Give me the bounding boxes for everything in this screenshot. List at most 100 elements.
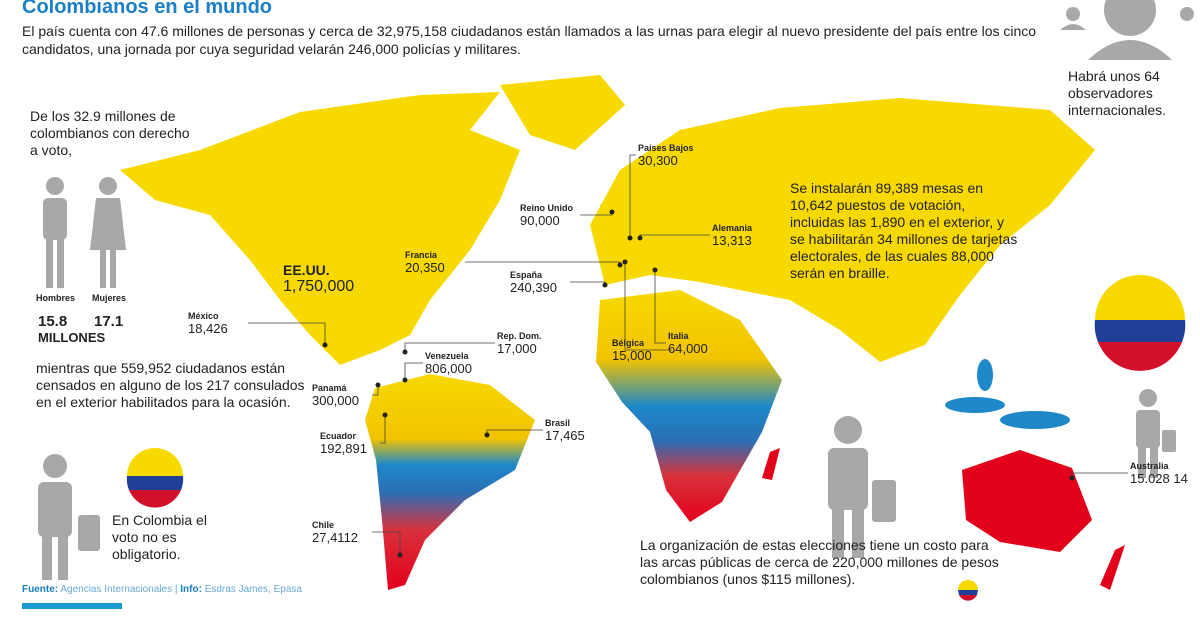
country-name: Italia: [668, 331, 689, 341]
country-name: España: [510, 270, 543, 280]
woman-icon: [90, 177, 126, 288]
location-dot: [622, 259, 628, 265]
info-text: Esdras James, Epasa: [204, 584, 302, 595]
colombia-flag: [1094, 275, 1186, 371]
women-label: Mujeres: [92, 293, 127, 303]
location-dot: [652, 267, 658, 273]
country-label: Alemania 13,313: [712, 223, 752, 248]
voters-intro: De los 32.9 millones de colombianos con …: [30, 108, 190, 158]
greenland: [500, 75, 625, 150]
indonesia: [1000, 411, 1070, 429]
country-voters: 192,891: [320, 441, 367, 456]
country-voters: 1,750,000: [283, 278, 355, 295]
leader-line: [404, 362, 423, 380]
country-label: Francia 20,350: [405, 250, 445, 275]
country-name: Brasil: [545, 418, 571, 428]
women-value: 17.1: [94, 313, 124, 330]
country-voters: 15,000: [612, 348, 652, 363]
info-label: Info:: [180, 584, 202, 595]
madagascar: [762, 448, 780, 480]
country-name: Países Bajos: [638, 143, 694, 153]
country-label: Reino Unido 90,000: [520, 203, 573, 228]
flags: [126, 275, 1186, 601]
philippines: [977, 359, 993, 391]
country-voters: 17,000: [497, 341, 537, 356]
location-dot: [609, 209, 615, 215]
polling-note: Se instalarán 89,389 mesas en 10,642 pue…: [790, 180, 1018, 281]
country-voters: 64,000: [668, 341, 708, 356]
africa: [596, 290, 782, 522]
eurasia: [590, 98, 1095, 362]
intro-text: El país cuenta con 47.6 millones de pers…: [22, 23, 1037, 57]
country-voters: 15.028 14: [1130, 471, 1188, 486]
mandatory-note: En Colombia el voto no es obligatorio.: [112, 512, 207, 562]
leader-line: [248, 322, 326, 345]
australia: [962, 450, 1092, 552]
leader-line: [629, 154, 636, 238]
source: Fuente: Agencias Internacionales | Info:…: [22, 584, 302, 595]
location-dot: [402, 349, 408, 355]
leader-line: [372, 531, 401, 555]
location-dot: [627, 235, 633, 241]
traveler-icon: [38, 454, 100, 580]
traveler-icon: [828, 416, 896, 558]
country-name: Venezuela: [425, 351, 469, 361]
country-name: Chile: [312, 520, 335, 530]
country-label: Australia 15.028 14: [1130, 461, 1188, 486]
country-voters: 90,000: [520, 213, 560, 228]
new-zealand: [1100, 545, 1125, 590]
colombia-flag: [958, 580, 978, 601]
location-dot: [1069, 475, 1075, 481]
country-label: Panamá 300,000: [312, 383, 359, 408]
location-dot: [375, 382, 381, 388]
country-name: Alemania: [712, 223, 753, 233]
leader-line: [624, 262, 672, 351]
country-label: EE.UU. 1,750,000: [283, 262, 354, 296]
source-text: Agencias Internacionales: [60, 584, 173, 595]
location-dot: [402, 377, 408, 383]
country-label: Bélgica 15,000: [612, 338, 652, 363]
location-dot: [637, 235, 643, 241]
leader-line: [570, 281, 606, 285]
country-label: Brasil 17,465: [545, 418, 585, 443]
location-dot: [382, 412, 388, 418]
country-label: Ecuador 192,891: [320, 431, 367, 456]
country-voters: 30,300: [638, 153, 678, 168]
country-label: Países Bajos 30,300: [638, 143, 694, 168]
source-separator: |: [174, 584, 178, 595]
country-name: Rep. Dom.: [497, 331, 542, 341]
leader-line: [654, 270, 666, 344]
country-voters: 18,426: [188, 321, 228, 336]
leader-line: [380, 415, 386, 444]
men-value: 15.8: [38, 313, 68, 330]
traveler-icon: [1136, 389, 1176, 478]
leader-lines: [248, 154, 1128, 558]
country-name: Francia: [405, 250, 438, 260]
unit: MILLONES: [38, 330, 106, 345]
country-voters: 27,4112: [312, 530, 359, 545]
men-label: Hombres: [36, 293, 76, 303]
country-label: Italia 64,000: [668, 331, 708, 356]
country-name: Panamá: [312, 383, 347, 393]
country-voters: 20,350: [405, 260, 445, 275]
country-name: México: [188, 311, 219, 321]
cost-note: La organización de estas elecciones tien…: [640, 537, 999, 587]
title: Colombianos en el mundo: [22, 0, 273, 18]
leader-line: [372, 385, 379, 396]
country-label: Chile 27,4112: [312, 520, 358, 545]
people-icon: [1060, 0, 1194, 60]
location-dot: [602, 282, 608, 288]
country-voters: 806,000: [425, 361, 472, 376]
country-name: Ecuador: [320, 431, 357, 441]
source-label: Fuente:: [22, 584, 59, 595]
country-label: Venezuela 806,000: [425, 351, 472, 376]
colombia-flag: [126, 448, 184, 508]
observers-note: Habrá unos 64 observadores internacional…: [1068, 68, 1167, 118]
icons: [38, 0, 1194, 580]
indonesia: [945, 397, 1005, 413]
continents: [120, 75, 1125, 590]
leader-line: [1071, 472, 1128, 478]
country-voters: 240,390: [510, 280, 557, 295]
location-dot: [397, 552, 403, 558]
